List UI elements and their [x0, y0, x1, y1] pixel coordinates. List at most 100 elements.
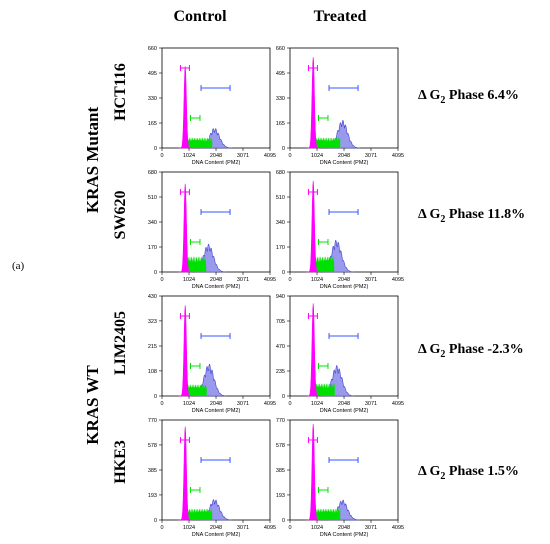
y-tick-label: 215: [148, 344, 157, 350]
y-tick-label: 0: [282, 394, 285, 400]
y-tick-label: 660: [276, 46, 285, 52]
y-tick-label: 510: [148, 195, 157, 201]
x-tick-label: 4095: [264, 401, 276, 407]
y-tick-label: 330: [276, 96, 285, 102]
x-tick-label: 2048: [338, 401, 350, 407]
x-tick-label: 0: [160, 277, 163, 283]
x-tick-label: 0: [160, 153, 163, 159]
y-tick-label: 385: [276, 468, 285, 474]
histogram-hct116-control: 0 165 330 495 660 0 1024 2048 3071 4095 DNA Conten…: [148, 46, 276, 166]
y-tick-label: 235: [276, 369, 285, 375]
histogram-hke3-treated: 0 193 385 578 770 0 1024 2048 3071 4095 DNA Conten…: [276, 418, 404, 538]
y-tick-label: 165: [276, 121, 285, 127]
y-tick-label: 193: [148, 493, 157, 499]
x-tick-label: 4095: [264, 153, 276, 159]
s-phase-area: [314, 137, 341, 148]
y-tick-label: 578: [276, 443, 285, 449]
x-tick-label: 1024: [311, 153, 323, 159]
y-tick-label: 323: [148, 319, 157, 325]
y-tick-label: 495: [276, 71, 285, 77]
x-axis-label: DNA Content (PM2): [320, 284, 369, 290]
x-tick-label: 4095: [392, 153, 404, 159]
group-label-kras-wt: KRAS WT: [83, 365, 102, 445]
x-axis-label: DNA Content (PM2): [320, 160, 369, 166]
g1-phase-area: [306, 303, 320, 397]
x-tick-label: 2048: [210, 525, 222, 531]
y-tick-label: 0: [282, 270, 285, 276]
x-tick-label: 4095: [264, 525, 276, 531]
y-tick-label: 430: [148, 294, 157, 300]
x-tick-label: 2048: [210, 277, 222, 283]
x-axis-label: DNA Content (PM2): [320, 532, 369, 538]
x-tick-label: 1024: [183, 525, 195, 531]
cell-line-label-hke3: HKE3: [112, 440, 129, 484]
histogram-hke3-control: 0 193 385 578 770 0 1024 2048 3071 4095 DNA Conten…: [148, 418, 276, 538]
y-tick-label: 495: [148, 71, 157, 77]
y-tick-label: 578: [148, 443, 157, 449]
g1-phase-area: [178, 305, 192, 397]
delta-g2-lim2405: Δ G2 Phase -2.3%: [418, 342, 524, 360]
x-tick-label: 1024: [183, 401, 195, 407]
s-phase-area: [314, 383, 335, 396]
y-tick-label: 170: [276, 245, 285, 251]
delta-g2-hke3: Δ G2 Phase 1.5%: [418, 464, 519, 482]
y-tick-label: 330: [148, 96, 157, 102]
y-tick-label: 385: [148, 468, 157, 474]
delta-g2-hct116: Δ G2 Phase 6.4%: [418, 88, 519, 106]
s-phase-area: [314, 256, 335, 272]
y-tick-label: 0: [154, 146, 157, 152]
x-tick-label: 0: [288, 277, 291, 283]
y-tick-label: 680: [148, 170, 157, 176]
x-tick-label: 3071: [237, 401, 249, 407]
cell-line-label-hct116: HCT116: [112, 63, 129, 121]
s-phase-area: [314, 508, 341, 520]
x-tick-label: 4095: [392, 401, 404, 407]
x-tick-label: 2048: [338, 153, 350, 159]
y-tick-label: 108: [148, 369, 157, 375]
x-axis-label: DNA Content (PM2): [192, 284, 241, 290]
y-tick-label: 660: [148, 46, 157, 52]
g1-phase-area: [178, 426, 192, 521]
plot-frame: [289, 171, 399, 273]
x-tick-label: 3071: [365, 153, 377, 159]
x-tick-label: 1024: [183, 153, 195, 159]
x-tick-label: 0: [288, 153, 291, 159]
x-tick-label: 1024: [183, 277, 195, 283]
y-tick-label: 165: [148, 121, 157, 127]
cell-line-label-sw620: SW620: [112, 190, 129, 240]
plot-frame: [289, 295, 399, 397]
histogram-hct116-treated: 0 165 330 495 660 0 1024 2048 3071 4095 DNA Conten…: [276, 46, 404, 166]
y-tick-label: 705: [276, 319, 285, 325]
x-tick-label: 0: [288, 525, 291, 531]
g1-phase-area: [306, 180, 320, 273]
x-tick-label: 3071: [237, 153, 249, 159]
x-tick-label: 3071: [365, 525, 377, 531]
histogram-sw620-treated: 0 170 340 510 680 0 1024 2048 3071 4095 DNA Conten…: [276, 170, 404, 290]
y-tick-label: 0: [154, 270, 157, 276]
y-tick-label: 340: [148, 220, 157, 226]
x-axis-label: DNA Content (PM2): [192, 532, 241, 538]
s-phase-area: [186, 508, 213, 520]
y-tick-label: 170: [148, 245, 157, 251]
s-phase-area: [186, 137, 213, 148]
x-tick-label: 3071: [365, 277, 377, 283]
x-tick-label: 3071: [237, 277, 249, 283]
y-tick-label: 470: [276, 344, 285, 350]
x-tick-label: 1024: [311, 525, 323, 531]
column-header-control: Control: [173, 8, 227, 25]
x-tick-label: 1024: [311, 277, 323, 283]
y-tick-label: 770: [276, 418, 285, 424]
g1-phase-area: [306, 57, 320, 149]
group-label-kras-mutant: KRAS Mutant: [83, 106, 102, 214]
y-tick-label: 0: [282, 146, 285, 152]
y-tick-label: 0: [154, 518, 157, 524]
y-tick-label: 510: [276, 195, 285, 201]
x-tick-label: 0: [288, 401, 291, 407]
x-tick-label: 4095: [392, 525, 404, 531]
y-tick-label: 0: [282, 518, 285, 524]
y-tick-label: 340: [276, 220, 285, 226]
y-tick-label: 770: [148, 418, 157, 424]
x-tick-label: 1024: [311, 401, 323, 407]
x-tick-label: 3071: [237, 525, 249, 531]
column-header-treated: Treated: [313, 8, 367, 25]
